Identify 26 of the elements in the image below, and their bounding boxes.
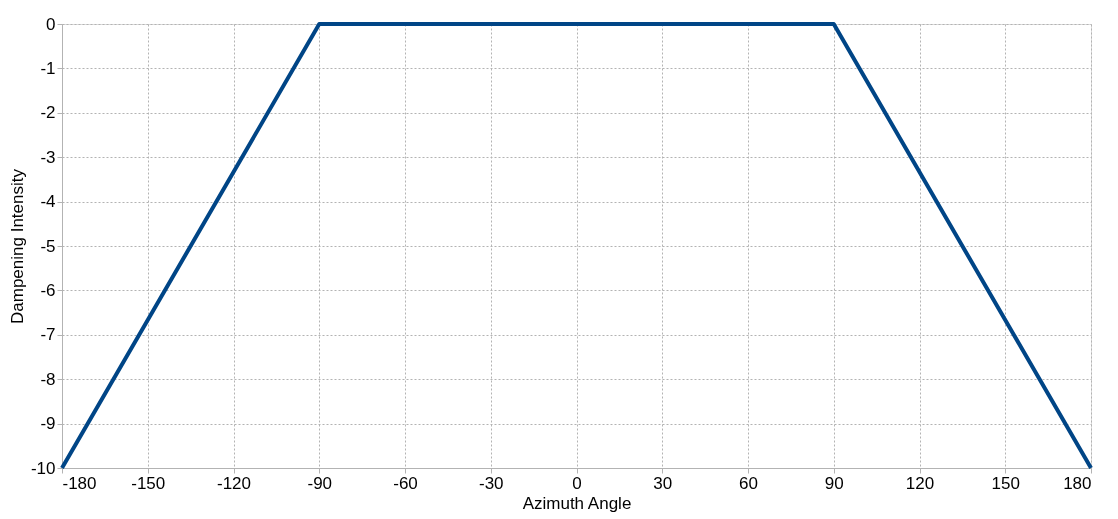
y-tick-label: -3 [40, 147, 56, 167]
x-tick-label: -60 [393, 473, 418, 493]
x-tick-label: -90 [307, 473, 333, 493]
x-tick-label: -120 [216, 473, 252, 493]
x-tick-label: 120 [905, 473, 935, 493]
y-tick-label: -2 [40, 103, 56, 123]
y-tick-label: -9 [40, 414, 56, 434]
y-tick-label: -6 [40, 280, 56, 300]
x-tick-label: 60 [739, 473, 758, 493]
y-tick-label: -4 [40, 192, 56, 212]
x-tick-label: 30 [653, 473, 673, 493]
y-tick-label: -7 [40, 325, 56, 345]
x-tick-label: -30 [478, 473, 504, 493]
x-tick-label: -150 [131, 473, 166, 493]
x-tick-label: 180 [1063, 473, 1092, 493]
x-tick-label: 90 [824, 473, 844, 493]
x-tick-label: 150 [991, 473, 1020, 493]
x-tick-label: 0 [572, 473, 582, 493]
y-tick-label: -10 [30, 458, 56, 478]
x-tick-label: -180 [62, 473, 97, 493]
y-axis-title: Dampening Intensity [7, 168, 27, 324]
y-tick-label: -8 [40, 369, 56, 389]
y-tick-label: -5 [40, 236, 56, 256]
y-tick-label: -1 [40, 58, 56, 78]
y-tick-label: 0 [46, 14, 56, 34]
x-axis-title: Azimuth Angle [522, 493, 632, 513]
